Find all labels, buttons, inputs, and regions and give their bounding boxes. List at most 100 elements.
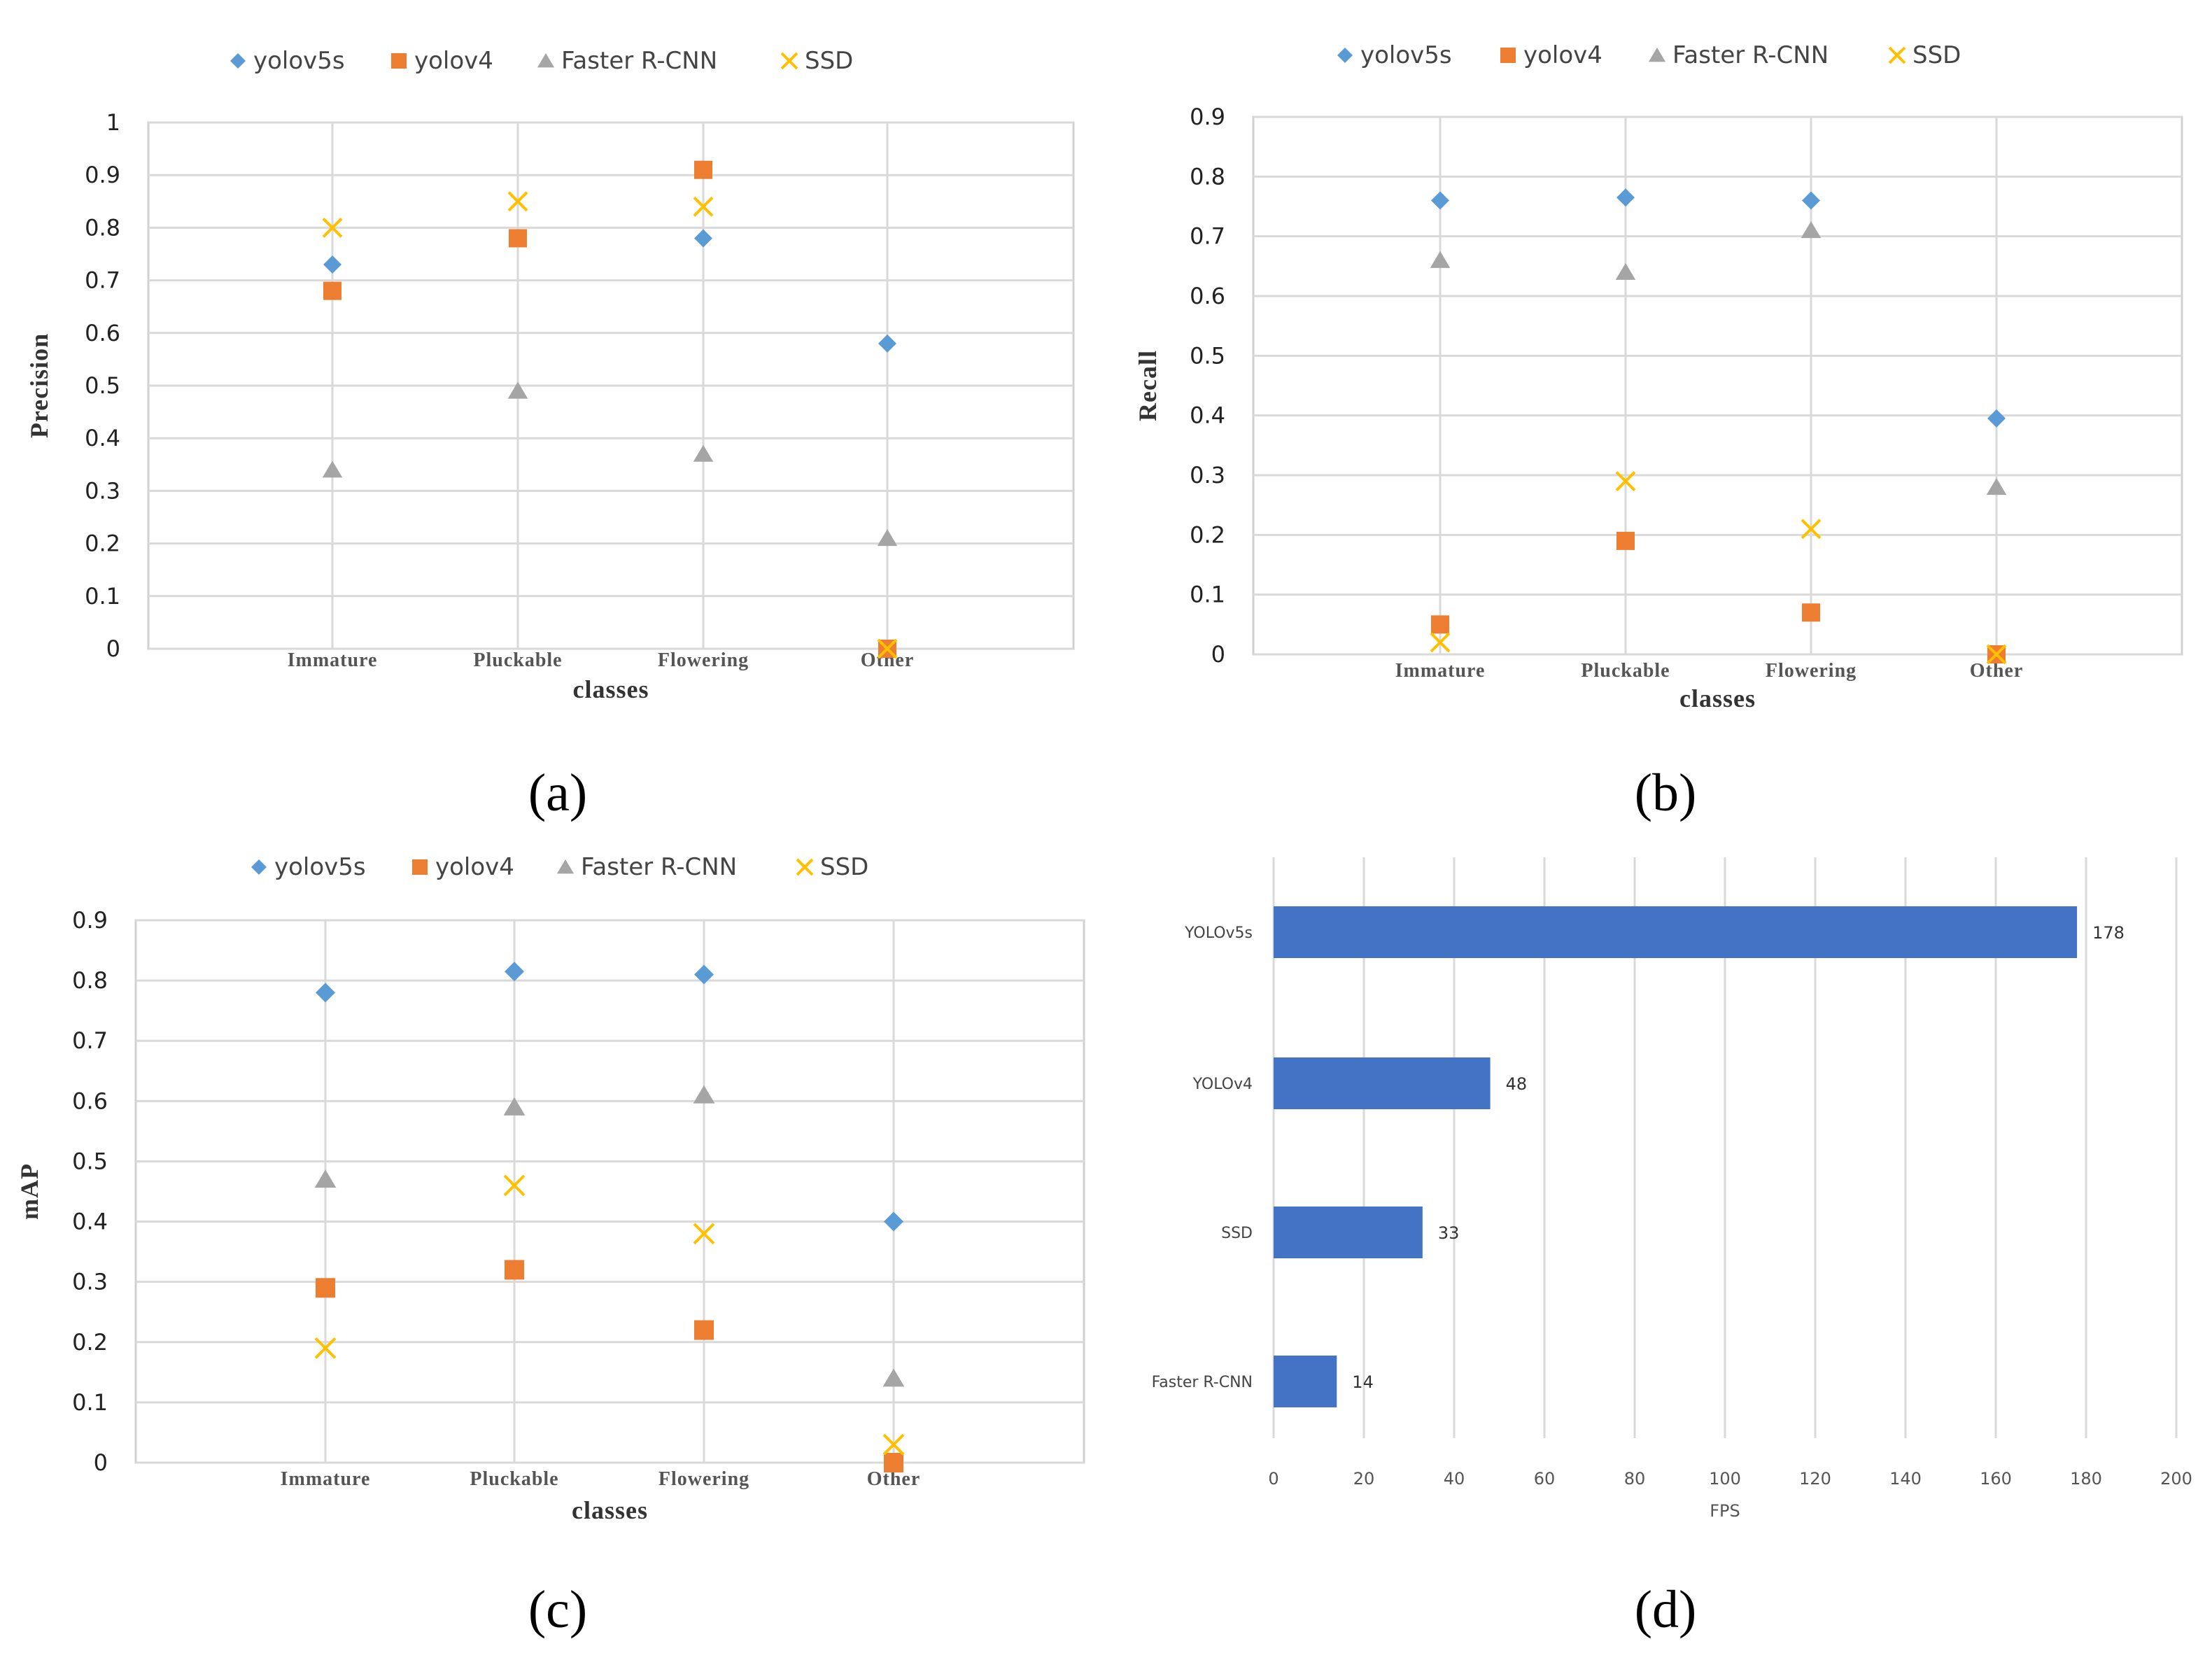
bar-faster-r-cnn — [1274, 1356, 1337, 1407]
y-tick-label: 0.8 — [72, 967, 108, 994]
point-faster-r-cnn-other — [1986, 478, 2007, 495]
x-axis-title: classes — [572, 1496, 648, 1524]
point-faster-r-cnn-immature — [1430, 251, 1451, 268]
point-yolov5s-immature — [1431, 191, 1449, 210]
x-tick-label: Immature — [281, 1468, 371, 1490]
chart-panel-d: 0 20 40 60 80 100 120 140 160 180 200 YOLOv5s 178YO… — [1152, 857, 2192, 1639]
legend-label-ssd: SSD — [1912, 41, 1961, 69]
point-yolov4-immature — [323, 281, 341, 300]
x-tick-label: 100 — [1709, 1469, 1741, 1489]
point-yolov5s-flowering — [1802, 191, 1820, 210]
point-ssd-immature — [322, 217, 343, 238]
point-faster-r-cnn-flowering — [693, 1085, 715, 1104]
point-yolov5s-pluckable — [505, 962, 524, 982]
legend-label-ssd: SSD — [820, 853, 868, 881]
legend-label-yolov5s: yolov5s — [274, 853, 366, 881]
point-faster-r-cnn-flowering — [693, 444, 714, 462]
point-faster-r-cnn-immature — [322, 460, 343, 478]
x-axis-title: classes — [1679, 684, 1756, 712]
legend-marker-yolov5s — [1337, 48, 1353, 63]
legend-label-ssd: SSD — [805, 47, 853, 75]
point-faster-r-cnn-other — [877, 529, 898, 547]
legend-label-yolov5s: yolov5s — [253, 47, 345, 75]
y-tick-label: 0 — [94, 1449, 108, 1476]
y-tick-label: 0.8 — [85, 214, 120, 241]
point-yolov4-flowering — [694, 160, 712, 179]
bar-ssd — [1274, 1207, 1423, 1258]
y-tick-label: 0.9 — [72, 907, 108, 934]
y-tick-label: 0 — [106, 635, 120, 662]
point-ssd-immature — [314, 1337, 337, 1359]
point-yolov4-pluckable — [505, 1260, 524, 1280]
y-tick-label: 0.3 — [1190, 462, 1225, 488]
y-tick-label: 0.3 — [72, 1269, 108, 1295]
y-tick-label: 0.9 — [1190, 104, 1225, 130]
x-tick-label: Immature — [1395, 660, 1486, 682]
y-tick-labels: 0 0.1 0.2 0.3 0.4 0.5 0.6 0.7 0.8 0.9 — [72, 907, 108, 1476]
y-tick-label: 0.5 — [72, 1148, 108, 1174]
point-yolov4-pluckable — [509, 229, 527, 248]
x-tick-label: 0 — [1268, 1469, 1278, 1489]
x-tick-label: 80 — [1624, 1469, 1646, 1489]
point-ssd-pluckable — [1615, 471, 1636, 491]
legend-marker-faster-r-cnn — [556, 859, 575, 874]
y-tick-label: 0.7 — [1190, 223, 1225, 250]
point-yolov4-flowering — [1802, 603, 1820, 622]
x-tick-label: 160 — [1980, 1469, 2012, 1489]
y-tick-label: 0.1 — [85, 583, 120, 610]
x-tick-label: 200 — [2160, 1469, 2192, 1489]
y-tick-label: 0.5 — [1190, 342, 1225, 369]
legend-marker-ssd — [1888, 46, 1906, 64]
point-faster-r-cnn-pluckable — [1615, 262, 1636, 280]
y-tick-label: 0.4 — [85, 425, 120, 451]
point-ssd-pluckable — [507, 191, 528, 212]
y-tick-label: 1 — [106, 109, 120, 136]
bar-value-label: 48 — [1506, 1074, 1528, 1094]
x-tick-label: 140 — [1889, 1469, 1922, 1489]
point-ssd-pluckable — [503, 1174, 526, 1197]
point-faster-r-cnn-immature — [314, 1169, 337, 1188]
point-faster-r-cnn-flowering — [1801, 221, 1822, 239]
x-tick-labels: Immature Pluckable Flowering Other — [1395, 660, 2023, 682]
legend-marker-faster-r-cnn — [537, 53, 555, 68]
y-tick-label: 0.2 — [72, 1329, 108, 1356]
x-tick-label: 180 — [2070, 1469, 2102, 1489]
point-yolov5s-other — [878, 334, 896, 353]
y-axis-title: Precision — [25, 333, 53, 438]
chart-panel-c: yolov5s yolov4 Faster R-CNN SSD 00.10.20.30… — [15, 853, 1085, 1639]
x-tick-label: 40 — [1444, 1469, 1465, 1489]
x-tick-label: 120 — [1799, 1469, 1831, 1489]
bar-yolov4 — [1274, 1057, 1491, 1109]
point-ssd-flowering — [1801, 519, 1822, 540]
x-tick-label: Flowering — [658, 1468, 749, 1490]
data-points — [322, 160, 898, 659]
y-tick-label: 0.5 — [85, 372, 120, 399]
point-yolov4-immature — [1431, 615, 1449, 634]
y-axis-title: mAP — [15, 1163, 43, 1220]
bar-yolov5s — [1274, 906, 2078, 958]
legend-marker-yolov5s — [251, 859, 267, 875]
legend: yolov5s yolov4 Faster R-CNN SSD — [230, 47, 853, 75]
point-yolov4-pluckable — [1616, 531, 1635, 550]
x-axis-title: classes — [573, 675, 649, 703]
y-tick-labels: 0 0.1 0.2 0.3 0.4 0.5 0.6 0.7 0.8 0.9 1 — [85, 109, 120, 662]
x-tick-labels: Immature Pluckable Flowering Other — [288, 649, 914, 671]
y-tick-label: 0.8 — [1190, 163, 1225, 190]
point-yolov5s-other — [1987, 409, 2006, 428]
bar-category-label: YOLOv5s — [1184, 924, 1253, 942]
legend-label-faster-r-cnn: Faster R-CNN — [561, 47, 717, 75]
data-points — [314, 962, 905, 1472]
x-tick-label: Pluckable — [470, 1468, 558, 1490]
point-yolov5s-flowering — [694, 229, 712, 248]
y-tick-label: 0.6 — [85, 320, 120, 346]
gridlines — [1252, 115, 2183, 656]
panel-label: (d) — [1635, 1580, 1697, 1639]
legend-marker-yolov4 — [1500, 48, 1516, 63]
point-yolov5s-immature — [316, 983, 335, 1003]
x-axis-title: FPS — [1710, 1501, 1740, 1521]
legend-marker-faster-r-cnn — [1648, 48, 1666, 62]
panel-label: (c) — [528, 1580, 587, 1639]
y-tick-label: 0.6 — [1190, 283, 1225, 309]
legend-label-faster-r-cnn: Faster R-CNN — [1672, 41, 1829, 69]
